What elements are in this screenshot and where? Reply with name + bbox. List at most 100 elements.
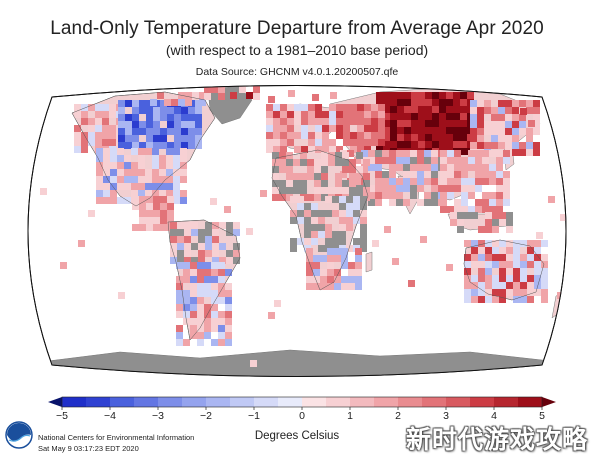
grid-cell — [307, 166, 314, 173]
grid-cell — [410, 150, 417, 157]
grid-cell — [74, 104, 81, 111]
grid-cell — [138, 190, 145, 197]
grid-cell — [492, 282, 499, 289]
grid-cell — [146, 196, 153, 203]
colorbar-segment — [350, 397, 375, 407]
grid-cell — [534, 289, 541, 296]
grid-cell — [300, 180, 307, 187]
grid-cell — [464, 282, 471, 289]
grid-cell — [294, 111, 301, 118]
grid-cell — [368, 185, 375, 192]
grid-cell — [204, 283, 211, 290]
grid-cell — [159, 176, 166, 183]
grid-cell — [293, 187, 300, 194]
grid-cell — [74, 139, 81, 146]
grid-cell — [198, 250, 205, 257]
grid-cell — [139, 121, 146, 128]
grid-cell — [484, 128, 491, 135]
grid-cell — [146, 121, 153, 128]
grid-cell — [146, 135, 153, 142]
grid-cell — [372, 240, 379, 247]
grid-cell — [146, 203, 153, 210]
grid-cell — [513, 254, 520, 261]
grid-cell — [110, 169, 117, 176]
grid-cell — [498, 135, 505, 142]
grid-cell — [272, 187, 279, 194]
grid-cell — [287, 104, 294, 111]
grid-cell — [170, 243, 177, 250]
grid-cell — [160, 203, 167, 210]
grid-cell — [218, 339, 225, 346]
grid-cell — [397, 92, 404, 99]
grid-cell — [348, 262, 355, 269]
grid-cell — [173, 176, 180, 183]
grid-cell — [176, 304, 183, 311]
grid-cell — [341, 276, 348, 283]
grid-cell — [159, 162, 166, 169]
grid-cell — [397, 120, 404, 127]
grid-cell — [321, 159, 328, 166]
grid-cell — [308, 139, 315, 146]
grid-cell — [180, 148, 187, 155]
colorbar-segment — [470, 397, 495, 407]
grid-cell — [192, 92, 199, 99]
grid-cell — [176, 290, 183, 297]
grid-cell — [408, 280, 415, 287]
grid-cell — [564, 306, 566, 313]
grid-cell — [322, 118, 329, 125]
grid-cell — [519, 128, 526, 135]
grid-cell — [152, 162, 159, 169]
grid-cell — [313, 262, 320, 269]
grid-cell — [226, 222, 233, 229]
grid-cell — [314, 166, 321, 173]
grid-cell — [404, 141, 411, 148]
grid-cell — [446, 141, 453, 148]
grid-cell — [512, 114, 519, 121]
grid-cell — [185, 92, 192, 99]
grid-cell — [40, 188, 47, 195]
grid-cell — [272, 166, 279, 173]
grid-cell — [152, 148, 159, 155]
grid-cell — [439, 127, 446, 134]
grid-cell — [417, 171, 424, 178]
grid-cell — [139, 210, 146, 217]
grid-cell — [404, 92, 411, 99]
grid-cell — [446, 120, 453, 127]
grid-cell — [74, 132, 81, 139]
grid-cell — [363, 159, 370, 166]
grid-cell — [506, 275, 513, 282]
grid-cell — [363, 180, 370, 187]
grid-cell — [188, 128, 195, 135]
grid-cell — [564, 292, 566, 299]
grid-cell — [195, 114, 202, 121]
grid-cell — [396, 150, 403, 157]
grid-cell — [306, 262, 313, 269]
grid-cell — [290, 196, 297, 203]
grid-cell — [280, 104, 287, 111]
grid-cell — [389, 150, 396, 157]
grid-cell — [368, 150, 375, 157]
grid-cell — [301, 111, 308, 118]
grid-cell — [233, 229, 240, 236]
grid-cell — [397, 99, 404, 106]
grid-cell — [440, 178, 447, 185]
grid-cell — [378, 139, 385, 146]
grid-cell — [528, 120, 535, 127]
grid-cell — [183, 262, 190, 269]
grid-cell — [439, 134, 446, 141]
grid-cell — [424, 164, 431, 171]
grid-cell — [95, 118, 102, 125]
grid-cell — [166, 155, 173, 162]
colorbar-tick-label: −5 — [56, 410, 68, 422]
grid-cell — [218, 311, 225, 318]
grid-cell — [371, 118, 378, 125]
grid-cell — [160, 114, 167, 121]
grid-cell — [461, 178, 468, 185]
colorbar-segment — [206, 397, 231, 407]
grid-cell — [371, 111, 378, 118]
grid-cell — [446, 264, 453, 271]
grid-cell — [439, 141, 446, 148]
colorbar-segment — [446, 397, 471, 407]
grid-cell — [533, 107, 540, 114]
grid-cell — [343, 125, 350, 132]
